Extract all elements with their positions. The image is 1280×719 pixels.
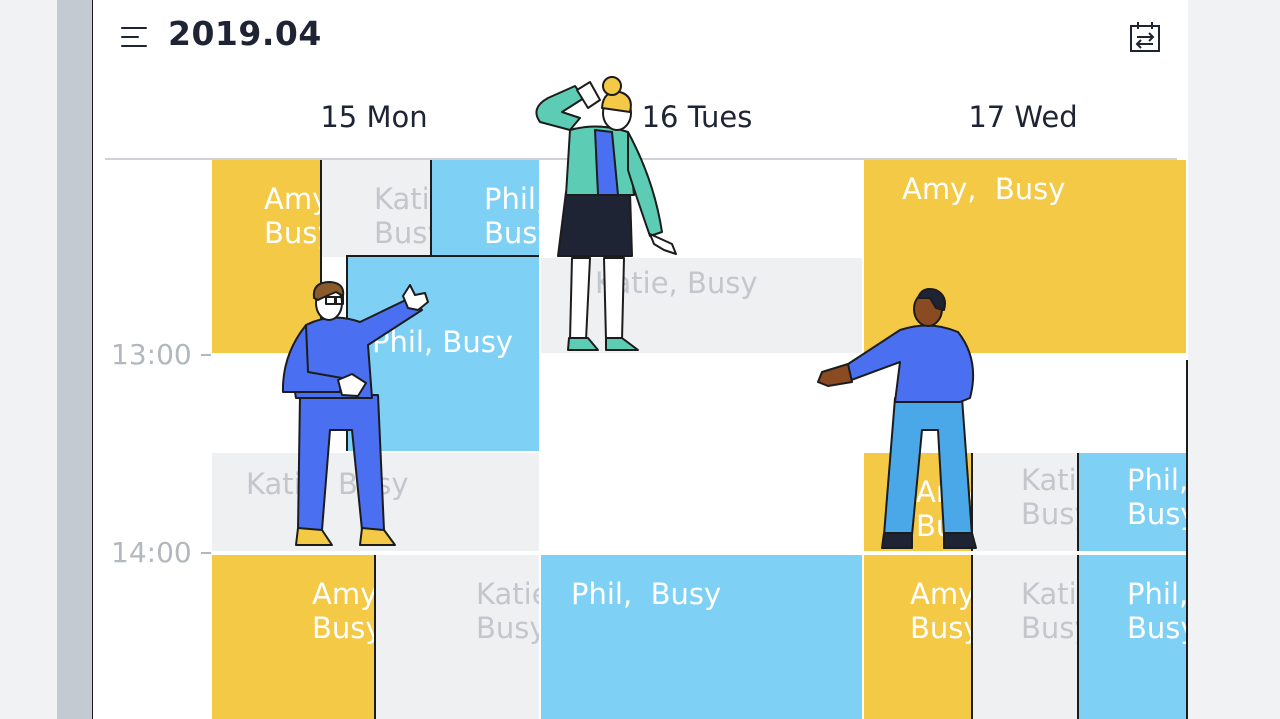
event-label: Amy, Busy [910,577,971,645]
event-block-phil[interactable]: Phil, Busy [1079,453,1186,551]
event-block-phil[interactable]: Phil, Busy [346,255,539,451]
event-label: Katie, Busy [1021,577,1077,645]
event-label: Amy, Busy [264,182,320,250]
time-tick-14 [201,552,211,554]
event-label: Katie, Busy [476,577,539,645]
event-block-amy[interactable]: Amy, Busy [864,555,973,719]
left-panel-strip [57,0,92,719]
event-block-phil[interactable]: Phil, Busy [432,160,539,257]
event-block-katie[interactable]: Katie, Busy [322,160,432,257]
calendar-switch-button[interactable] [1128,20,1162,54]
event-block-amy[interactable]: Amy, Busy [212,160,322,353]
event-block-katie[interactable]: Katie, Busy [541,258,862,353]
event-block-amy[interactable]: Amy, Busy [864,453,973,551]
day-header-tue[interactable]: 16 Tues [641,100,753,134]
time-tick-13 [201,354,211,356]
event-label: Katie, Busy [595,266,758,300]
event-label: Phil, Busy [1127,463,1186,531]
day-header-wed[interactable]: 17 Wed [968,100,1078,134]
event-label: Phil, Busy [372,325,513,359]
event-block-katie[interactable]: Katie, Busy [212,453,539,551]
calendar-switch-icon [1130,22,1160,52]
menu-button[interactable] [121,24,151,50]
event-label: Katie, Busy [1021,463,1077,531]
time-label-13: 13:00 [111,338,192,371]
event-block-katie[interactable]: Katie, Busy [973,555,1079,719]
hamburger-icon [121,27,147,29]
event-block-amy[interactable]: Amy, Busy [212,555,376,719]
app-header: 2019.04 [93,0,1188,80]
event-label: Phil, Busy [571,577,722,611]
event-block-phil[interactable]: Phil, Busy [1079,555,1186,719]
event-label: Amy, Busy [312,577,376,645]
event-label: Amy, Busy [902,172,1066,206]
event-label: Katie, Busy [246,467,409,501]
time-label-14: 14:00 [111,536,192,569]
event-block-phil[interactable]: Phil, Busy [541,555,862,719]
event-block-amy[interactable]: Amy, Busy [864,160,1186,353]
day-header-mon[interactable]: 15 Mon [320,100,428,134]
event-label: Katie, Busy [374,182,430,250]
event-block-katie[interactable]: Katie, Busy [973,453,1079,551]
calendar-app: 2019.04 15 Mon 16 Tues 17 Wed 13:00 14:0… [92,0,1188,719]
page-title: 2019.04 [168,14,322,53]
right-edge-line [1186,360,1188,719]
event-label: Phil, Busy [1127,577,1186,645]
event-label: Amy, Busy [916,475,971,543]
event-label: Phil, Busy [484,182,539,250]
event-block-katie[interactable]: Katie, Busy [376,555,539,719]
